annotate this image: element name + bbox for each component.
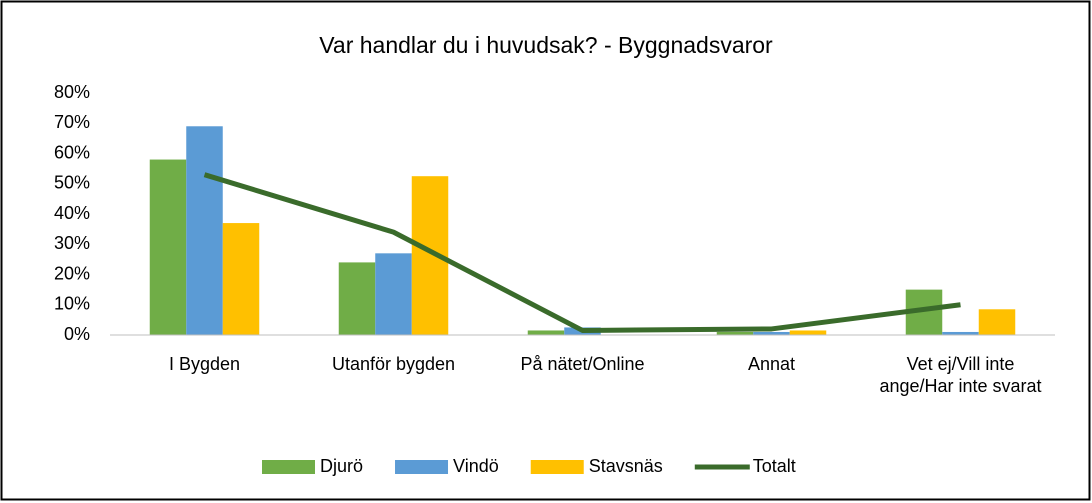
x-tick-label-box: På nätet/Online [520, 354, 645, 374]
y-tick-label: 30% [54, 233, 90, 253]
x-tick-label: På nätet/Online [520, 354, 645, 374]
legend-label: Stavsnäs [589, 456, 663, 476]
y-tick-label: 80% [54, 82, 90, 102]
y-tick-label: 50% [54, 173, 90, 193]
legend-label: Djurö [320, 456, 363, 476]
bar [149, 159, 187, 335]
line-series [203, 172, 961, 333]
x-tick-label-box: Utanför bygden [331, 354, 456, 374]
x-tick-label-box: I Bygden [168, 354, 241, 374]
legend-label: Totalt [753, 456, 796, 476]
legend-swatch [395, 460, 449, 474]
bar [222, 223, 260, 335]
x-tick-label-box: Annat [747, 354, 796, 374]
legend-swatch [262, 460, 315, 474]
legend-label: Vindö [453, 456, 499, 476]
bar [716, 331, 754, 335]
bar [527, 330, 565, 335]
y-tick-label: 70% [54, 112, 90, 132]
legend-swatch [530, 460, 584, 474]
x-tick-label: Annat [747, 354, 796, 374]
bar [753, 331, 790, 335]
bar [338, 262, 376, 335]
x-tick-label-box: Vet ej/Vill inte ange/Har inte svarat [879, 354, 1042, 396]
bar [186, 126, 223, 336]
bar [789, 330, 827, 335]
y-tick-label: 0% [64, 324, 90, 344]
x-tick-label: Vet ej/Vill inte ange/Har inte svarat [879, 354, 1042, 396]
y-tick-label: 40% [54, 203, 90, 223]
x-tick-label: Utanför bygden [331, 354, 456, 374]
chart-title: Var handlar du i huvudsak? - Byggnadsvar… [319, 32, 773, 58]
bar [375, 253, 412, 335]
bar [978, 309, 1016, 335]
y-tick-label: 60% [54, 142, 90, 162]
bar [942, 331, 979, 335]
x-tick-label: I Bygden [168, 354, 241, 374]
y-tick-label: 10% [54, 294, 90, 314]
y-tick-label: 20% [54, 263, 90, 283]
